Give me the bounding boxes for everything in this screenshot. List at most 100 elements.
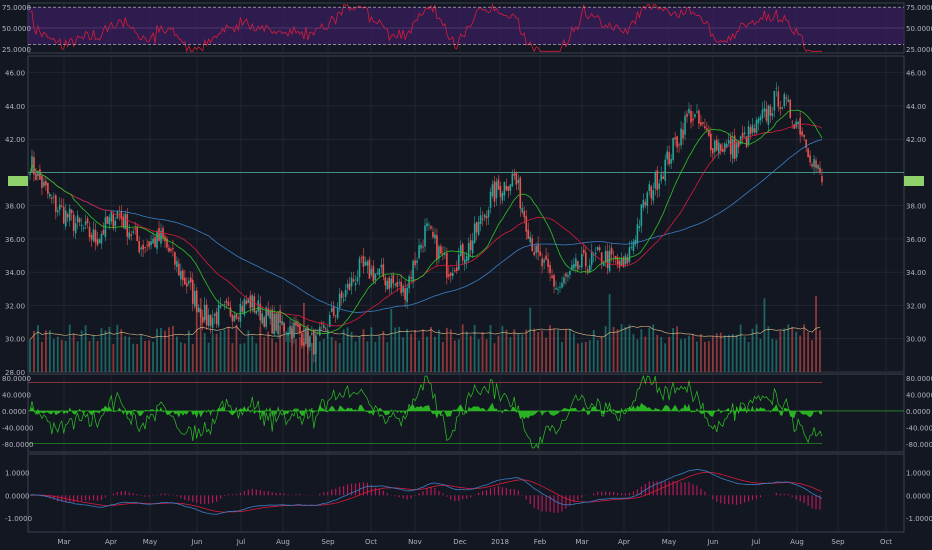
candle-body [56, 210, 59, 213]
candle-body [219, 305, 222, 308]
volume-bar [199, 298, 202, 372]
candle-body [565, 273, 567, 277]
volume-bar [100, 328, 103, 372]
candle-body [82, 227, 85, 229]
candle-body [749, 127, 752, 135]
volume-bar [620, 324, 623, 372]
candle-body [440, 246, 442, 254]
candle-body [777, 91, 780, 107]
candle-body [515, 172, 518, 185]
volume-bar [112, 343, 115, 372]
volume-bar [481, 332, 484, 372]
candle-body [453, 270, 456, 272]
oscillator-panel[interactable] [28, 374, 904, 449]
x-tick-label: Oct [365, 538, 377, 546]
price-tick-label-left: 46.00 [5, 70, 25, 78]
volume-bar [771, 338, 774, 372]
candle-body [182, 270, 184, 281]
candle-body [100, 234, 103, 244]
ma-mid-line [29, 123, 823, 327]
price-panel[interactable] [28, 82, 904, 372]
candle-body [706, 128, 708, 131]
candle-body [186, 283, 188, 287]
volume-bar [696, 341, 698, 372]
candle-body [118, 213, 121, 215]
volume-bar [668, 336, 671, 372]
candle-body [305, 328, 307, 344]
volume-bar [76, 341, 79, 372]
macd-panel[interactable] [29, 469, 823, 515]
volume-bar [529, 307, 532, 372]
candle-body [581, 254, 583, 268]
volume-bar [739, 324, 742, 372]
candle-body [311, 333, 313, 335]
volume-bar [56, 336, 59, 372]
candle-body [184, 277, 186, 285]
candle-body [799, 118, 801, 135]
price-tick-label-left: 34.00 [5, 269, 25, 277]
candle-body [731, 139, 734, 159]
candle-body [602, 262, 605, 267]
candle-body [590, 251, 593, 265]
rsi-tick-label-left: 75.0000 [2, 4, 31, 12]
volume-bar [168, 327, 170, 372]
candle-body [424, 225, 426, 247]
x-tick-label: Apr [105, 538, 117, 546]
volume-bar [378, 335, 381, 372]
candle-body [174, 252, 176, 265]
candle-body [660, 173, 663, 181]
candle-body [434, 234, 436, 239]
volume-bar [795, 331, 798, 372]
volume-bar [68, 324, 71, 372]
volume-bar [152, 341, 154, 372]
candle-body [360, 257, 363, 259]
volume-bar [644, 336, 647, 372]
candle-body [809, 155, 811, 163]
candle-body [444, 253, 446, 255]
candle-body [664, 159, 666, 181]
candle-body [614, 256, 617, 259]
candle-body [180, 271, 182, 280]
volume-bar [350, 331, 353, 372]
volume-bar [215, 333, 218, 372]
volume-bar [374, 341, 377, 372]
candle-body [656, 170, 659, 191]
volume-bar [247, 330, 250, 372]
candle-body [485, 216, 488, 219]
price-tick-label-left: 30.00 [5, 336, 25, 344]
candle-body [142, 244, 144, 250]
volume-bar [584, 341, 587, 372]
rsi-panel[interactable] [28, 3, 904, 53]
volume-bar [406, 328, 409, 372]
candle-body [263, 317, 266, 327]
candle-body [715, 139, 718, 151]
volume-bar [596, 339, 599, 372]
candle-body [450, 272, 452, 276]
candle-body [195, 290, 198, 312]
candle-body [586, 269, 589, 272]
candle-body [338, 293, 341, 309]
volume-bar [723, 335, 726, 372]
candle-body [561, 283, 563, 288]
candle-body [283, 322, 285, 332]
candle-body [259, 303, 262, 321]
candle-body [299, 324, 301, 334]
candle-body [231, 315, 234, 322]
x-tick-label: Aug [276, 538, 290, 546]
volume-bar [48, 330, 51, 372]
candle-body [438, 246, 440, 259]
candle-body [217, 305, 220, 326]
candle-body [604, 250, 607, 262]
candle-body [781, 107, 784, 109]
candle-body [49, 194, 51, 197]
candle-body [154, 237, 156, 248]
volume-bar [501, 325, 504, 372]
candle-body [807, 148, 809, 158]
candle-body [573, 263, 575, 269]
candle-body [793, 124, 796, 129]
candle-body [787, 99, 790, 102]
volume-bar [763, 298, 766, 372]
volume-bar [549, 325, 551, 372]
x-tick-label: Jul [236, 538, 246, 546]
